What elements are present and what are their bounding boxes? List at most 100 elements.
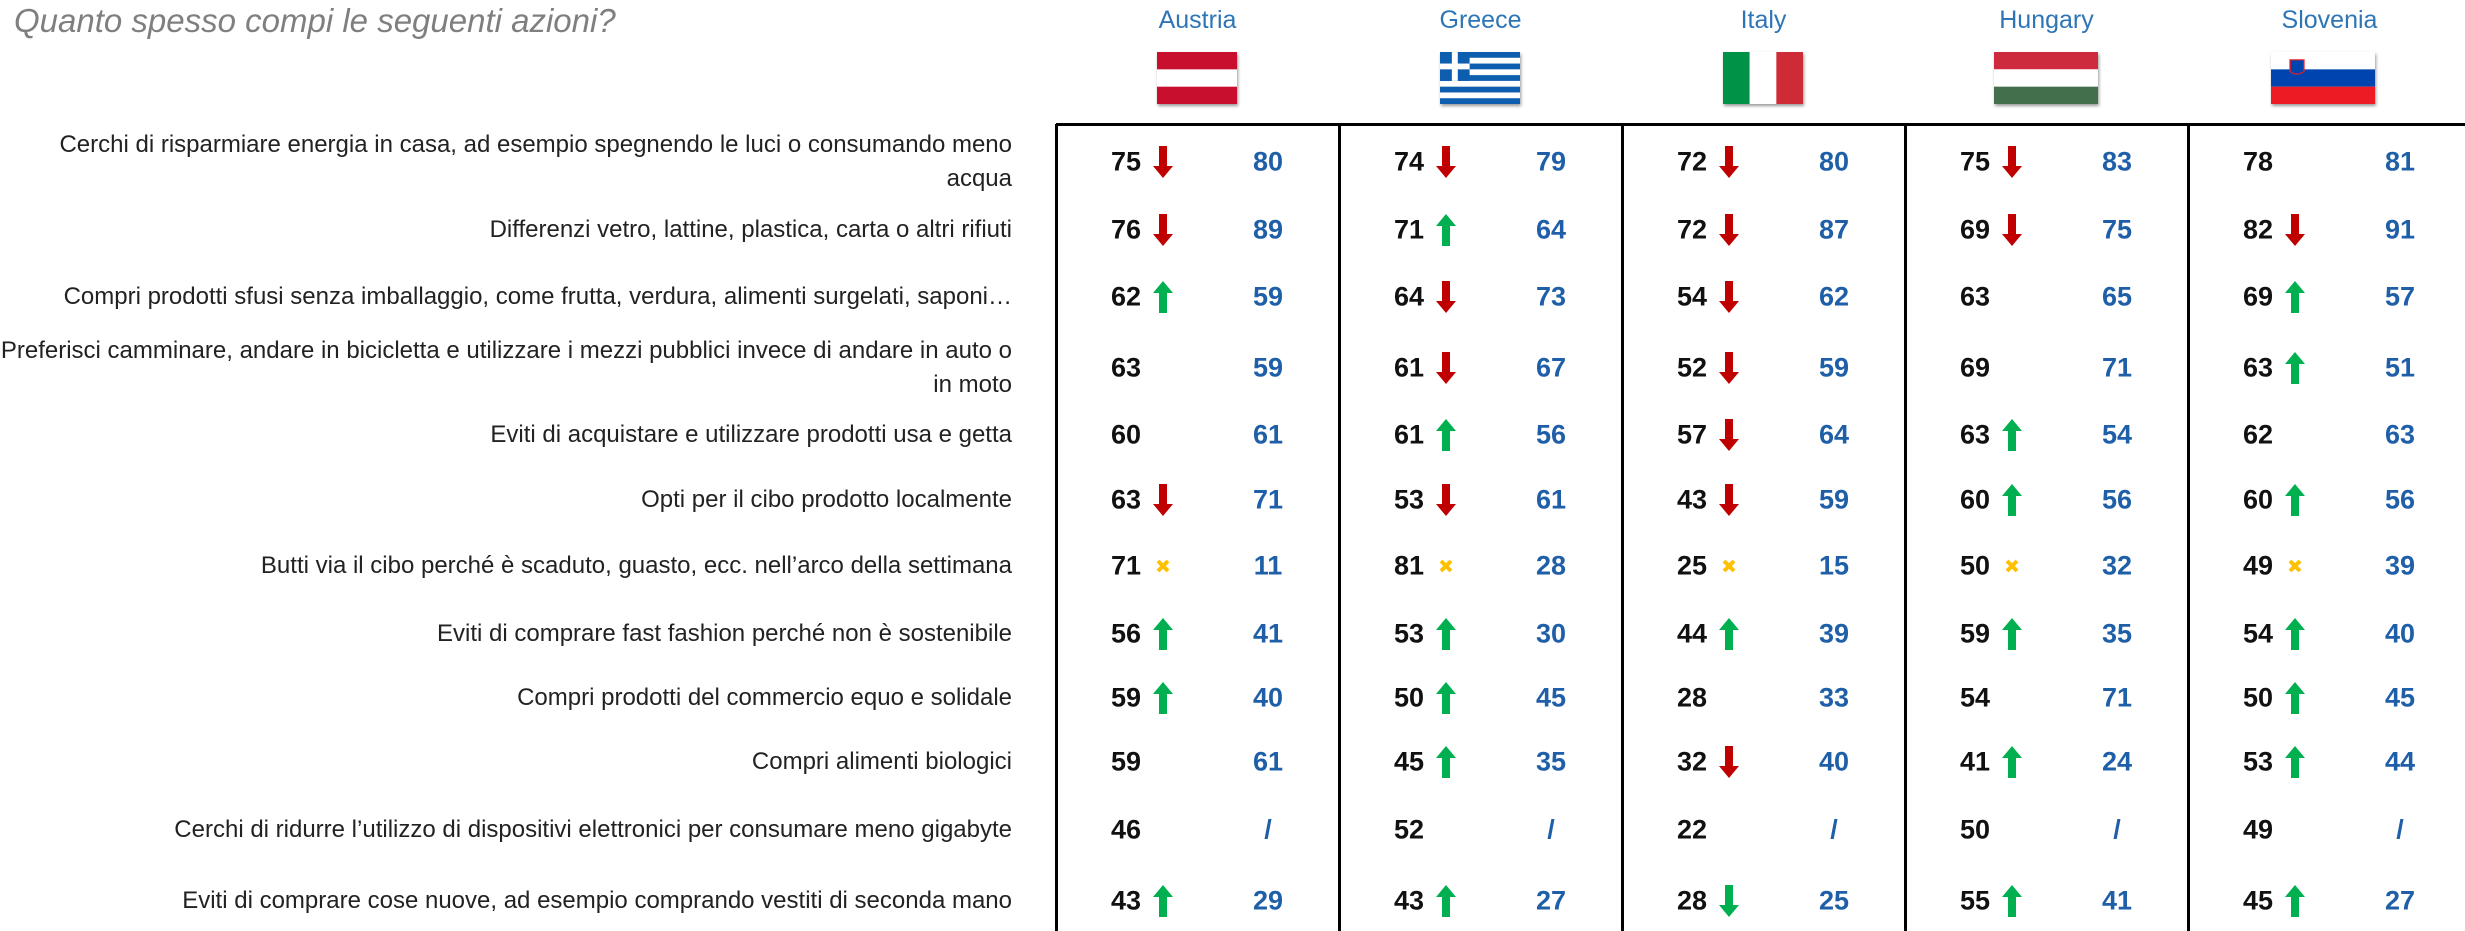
value: 52 <box>1394 814 1425 845</box>
country-name: Slovenia <box>2281 6 2378 34</box>
trend-icon <box>1156 559 1170 573</box>
compare-value: / <box>2113 814 2121 845</box>
value: 50 <box>2243 682 2274 713</box>
trend-icon <box>2285 483 2305 516</box>
flag-hungary <box>1994 52 2098 104</box>
value: 59 <box>1111 746 1142 777</box>
value: 41 <box>1960 746 1991 777</box>
value: 69 <box>1960 352 1991 383</box>
trend-icon <box>1436 884 1456 917</box>
row-label: Eviti di comprare fast fashion perché no… <box>437 619 1012 647</box>
value: 53 <box>1394 618 1425 649</box>
compare-value: 80 <box>1818 146 1850 177</box>
trend-icon <box>2285 617 2305 650</box>
compare-value: 24 <box>2101 746 2133 777</box>
value: 63 <box>1960 419 1991 450</box>
compare-value: 64 <box>1535 214 1567 244</box>
value: 22 <box>1677 814 1708 845</box>
value: 61 <box>1394 352 1425 383</box>
compare-value: 33 <box>1818 682 1850 713</box>
trend-icon <box>2285 681 2305 714</box>
value: 54 <box>1960 682 1991 713</box>
column-divider <box>2187 124 2190 931</box>
trend-icon <box>1436 351 1456 384</box>
value: 45 <box>2243 885 2274 916</box>
column-divider <box>1904 124 1907 931</box>
country-name: Hungary <box>1999 6 2094 34</box>
value: 56 <box>1111 618 1142 649</box>
row-label: Eviti di comprare cose nuove, ad esempio… <box>182 886 1012 914</box>
compare-value: 41 <box>2101 885 2133 916</box>
trend-icon <box>1436 746 1456 779</box>
trend-icon <box>2285 351 2305 384</box>
compare-value: 39 <box>2384 550 2416 581</box>
value: 72 <box>1677 146 1708 177</box>
value: 25 <box>1677 550 1708 581</box>
country-name: Italy <box>1740 6 1787 34</box>
trend-icon <box>2288 559 2302 573</box>
compare-value: 35 <box>2101 618 2133 649</box>
compare-value: 45 <box>1535 682 1567 713</box>
country-name: Austria <box>1158 6 1237 34</box>
trend-icon <box>2285 884 2305 917</box>
trend-icon <box>1719 419 1739 452</box>
value: 61 <box>1394 419 1425 450</box>
row-label: Preferisci camminare, andare in biciclet… <box>0 336 1012 398</box>
value: 55 <box>1960 885 1991 916</box>
value: 43 <box>1677 484 1708 515</box>
trend-icon <box>1436 681 1456 714</box>
value: 54 <box>1677 281 1708 312</box>
compare-value: 41 <box>1252 618 1284 649</box>
trend-icon <box>1436 145 1456 178</box>
compare-value: 89 <box>1252 214 1284 244</box>
value: 50 <box>1960 814 1991 845</box>
compare-value: 62 <box>1818 281 1850 312</box>
trend-icon <box>1719 145 1739 178</box>
trend-icon <box>1153 281 1173 314</box>
trend-icon <box>1436 617 1456 650</box>
compare-value: / <box>1547 814 1555 845</box>
trend-icon <box>2285 213 2305 246</box>
compare-value: 73 <box>1535 281 1567 312</box>
flag-austria <box>1157 52 1237 104</box>
value: 78 <box>2243 146 2274 177</box>
compare-value: 75 <box>2101 214 2133 244</box>
value: 43 <box>1111 885 1142 916</box>
header-line <box>1056 123 2465 126</box>
value: 74 <box>1394 146 1425 177</box>
trend-icon <box>1719 213 1739 246</box>
value: 62 <box>2243 419 2274 450</box>
column-divider <box>1338 124 1341 931</box>
trend-icon <box>2002 145 2022 178</box>
value: 62 <box>1111 281 1142 312</box>
value: 69 <box>2243 281 2274 312</box>
compare-value: 71 <box>2101 352 2133 383</box>
compare-value: 79 <box>1535 146 1567 177</box>
column-divider <box>1055 124 1058 931</box>
row-label: Cerchi di risparmiare energia in casa, a… <box>59 130 1012 192</box>
trend-icon <box>1153 681 1173 714</box>
compare-value: 39 <box>1818 618 1850 649</box>
compare-value: 45 <box>2384 682 2416 713</box>
trend-icon <box>1436 483 1456 516</box>
trend-icon <box>1436 213 1456 246</box>
value: 28 <box>1677 885 1708 916</box>
row-label: Cerchi di ridurre l’utilizzo di disposit… <box>174 816 1012 844</box>
value: 63 <box>1960 281 1991 312</box>
value: 45 <box>1394 746 1425 777</box>
value: 44 <box>1677 618 1708 649</box>
trend-icon <box>1719 884 1739 917</box>
compare-value: 44 <box>2384 746 2416 777</box>
row-label: Differenzi vetro, lattine, plastica, car… <box>489 215 1012 243</box>
row-label: Compri alimenti biologici <box>751 748 1012 776</box>
row-label: Opti per il cibo prodotto localmente <box>641 485 1012 513</box>
value: 49 <box>2243 550 2274 581</box>
flag-italy <box>1723 52 1803 104</box>
value: 57 <box>1677 419 1708 450</box>
trend-icon <box>2002 617 2022 650</box>
value: 63 <box>1111 484 1142 515</box>
flag-greece <box>1440 52 1520 104</box>
value: 50 <box>1960 550 1991 581</box>
compare-value: 56 <box>2384 484 2416 515</box>
